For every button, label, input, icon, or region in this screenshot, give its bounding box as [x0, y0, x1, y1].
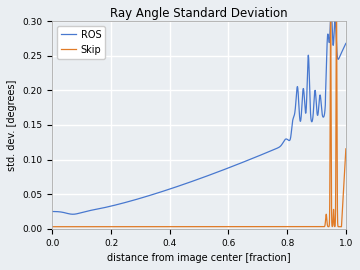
ROS [226, 166, 231, 170]
ROS [292, 115, 296, 119]
ROS [50, 210, 54, 213]
Skip [162, 225, 167, 228]
Skip [241, 225, 246, 228]
Skip [104, 225, 108, 228]
ROS [71, 212, 75, 216]
Line: Skip: Skip [52, 7, 346, 227]
Skip [50, 225, 54, 228]
Y-axis label: std. dev. [degrees]: std. dev. [degrees] [7, 79, 17, 171]
Skip [226, 225, 230, 228]
ROS [104, 206, 108, 209]
X-axis label: distance from image center [fraction]: distance from image center [fraction] [107, 253, 291, 263]
ROS [162, 189, 167, 192]
Title: Ray Angle Standard Deviation: Ray Angle Standard Deviation [110, 7, 288, 20]
ROS [329, 7, 333, 11]
Skip [344, 147, 348, 150]
ROS [241, 160, 246, 164]
Skip [269, 225, 274, 228]
Legend: ROS, Skip: ROS, Skip [57, 26, 105, 59]
ROS [269, 149, 274, 152]
ROS [344, 42, 348, 45]
Skip [292, 225, 296, 228]
Line: ROS: ROS [52, 9, 346, 214]
Skip [328, 6, 333, 9]
